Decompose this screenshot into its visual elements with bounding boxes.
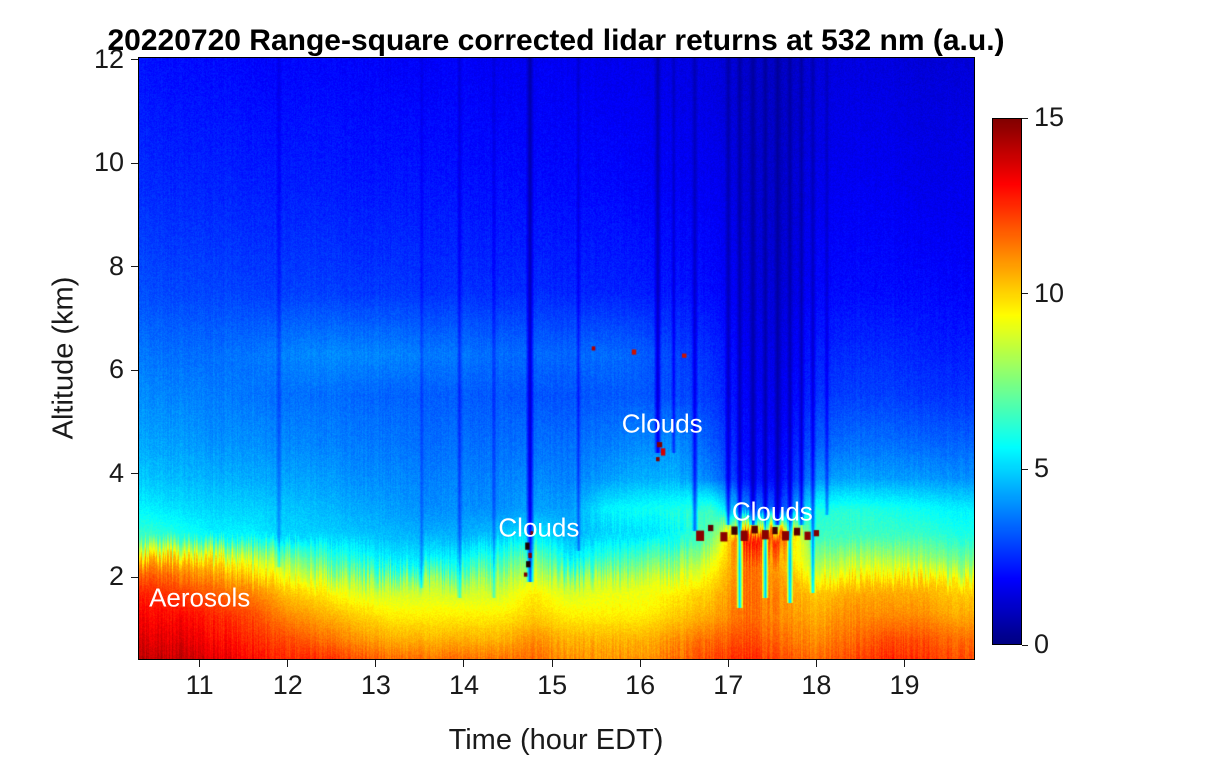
y-tick-label: 12 (93, 43, 124, 74)
x-tick-mark (904, 660, 906, 667)
x-tick-label: 16 (625, 670, 656, 700)
colorbar-tick-mark (1022, 468, 1028, 470)
y-tick-mark (131, 473, 138, 475)
y-tick-label: 6 (108, 354, 124, 385)
colorbar-tick-label: 5 (1034, 453, 1050, 484)
x-tick-mark (375, 660, 377, 667)
x-tick-mark (727, 660, 729, 667)
y-tick-label: 10 (93, 146, 124, 177)
colorbar-tick-mark (1022, 117, 1028, 119)
x-tick-mark (287, 660, 289, 667)
annotation-clouds: Clouds (621, 408, 703, 439)
y-tick-mark (131, 162, 138, 164)
y-tick-label: 4 (108, 457, 124, 488)
x-axis-label: Time (hour EDT) (448, 724, 664, 756)
annotation-aerosols: Aerosols (149, 582, 251, 613)
colorbar-tick-label: 0 (1034, 628, 1050, 659)
y-tick-label: 8 (108, 250, 124, 281)
colorbar-gradient (992, 118, 1022, 645)
colorbar-tick-mark (1022, 293, 1028, 295)
x-tick-label: 18 (801, 670, 832, 700)
x-tick-mark (815, 660, 817, 667)
y-tick-mark (131, 369, 138, 371)
colorbar-tick-label: 15 (1034, 101, 1065, 132)
y-tick-mark (131, 266, 138, 268)
annotation-clouds: Clouds (731, 496, 813, 527)
x-tick-label: 11 (185, 670, 214, 700)
colorbar-tick-mark (1022, 644, 1028, 646)
x-tick-label: 17 (713, 670, 744, 700)
x-tick-label: 12 (272, 670, 303, 700)
y-tick-label: 2 (108, 561, 124, 592)
chart-title: 20220720 Range-square corrected lidar re… (107, 24, 1005, 57)
x-tick-label: 15 (537, 670, 568, 700)
lidar-heatmap-canvas (138, 57, 975, 660)
x-tick-mark (639, 660, 641, 667)
annotation-clouds: Clouds (498, 512, 580, 543)
colorbar-tick-label: 10 (1034, 277, 1065, 308)
y-tick-mark (131, 59, 138, 61)
x-tick-mark (463, 660, 465, 667)
x-tick-label: 19 (889, 670, 920, 700)
x-tick-label: 13 (360, 670, 391, 700)
x-tick-label: 14 (448, 670, 480, 700)
x-tick-mark (199, 660, 201, 667)
y-tick-mark (131, 576, 138, 578)
x-tick-mark (551, 660, 553, 667)
